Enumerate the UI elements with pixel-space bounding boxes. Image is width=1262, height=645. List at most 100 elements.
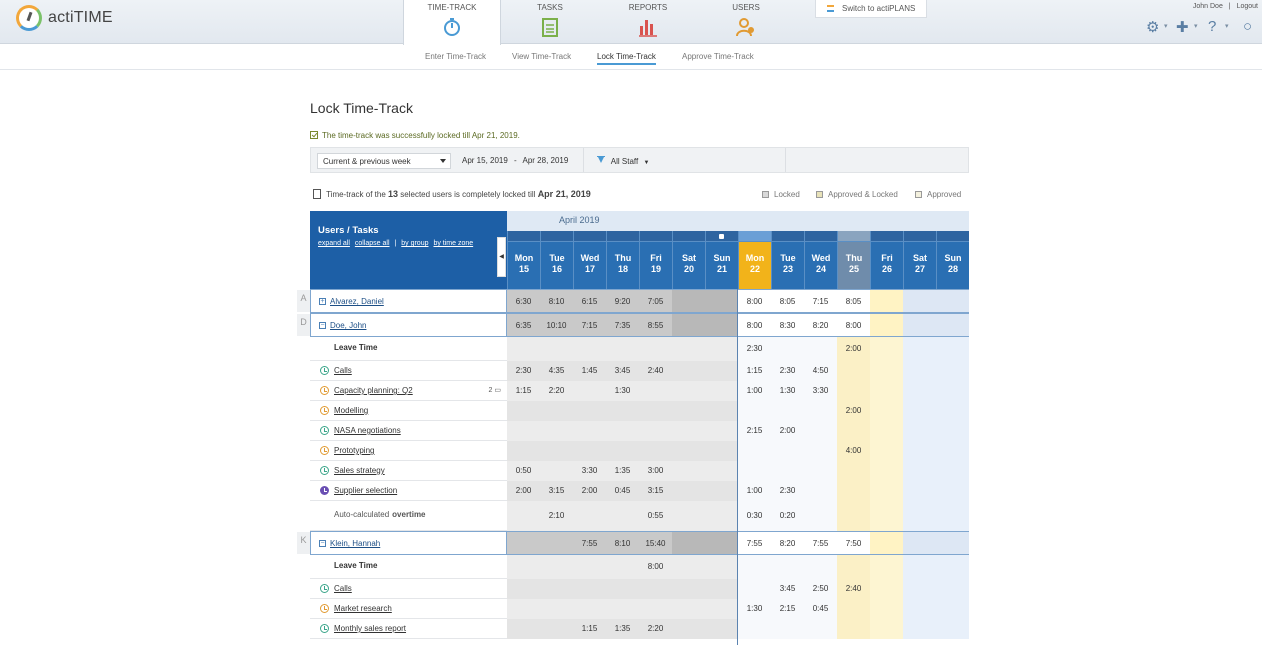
time-cell[interactable] — [837, 421, 870, 441]
time-cell[interactable] — [804, 555, 837, 579]
time-cell[interactable] — [837, 481, 870, 501]
day-header-cell[interactable]: Thu 25 — [837, 231, 870, 289]
time-cell[interactable]: 4:50 — [804, 361, 837, 381]
task-name-link[interactable]: Supplier selection — [334, 486, 398, 495]
time-cell[interactable] — [936, 337, 969, 361]
day-header-cell[interactable]: Mon 15 — [507, 231, 540, 289]
day-header-cell[interactable]: Wed 17 — [573, 231, 606, 289]
time-cell[interactable]: 2:50 — [804, 579, 837, 599]
time-cell[interactable] — [738, 401, 771, 421]
time-cell[interactable] — [771, 441, 804, 461]
subnav-lock-time-track[interactable]: Lock Time-Track — [597, 52, 656, 65]
time-cell[interactable]: 1:00 — [738, 381, 771, 401]
collapse-icon[interactable]: − — [319, 322, 326, 329]
time-cell[interactable] — [870, 361, 903, 381]
row-name-cell[interactable]: Capacity planning: Q2 2 ▭ — [310, 381, 507, 401]
time-cell[interactable]: 7:15 — [804, 290, 837, 312]
day-lock-strip[interactable] — [673, 231, 705, 242]
row-name-cell[interactable]: Market research — [310, 599, 507, 619]
task-name-link[interactable]: Capacity planning: Q2 — [334, 386, 413, 395]
time-cell[interactable]: 2:30 — [738, 337, 771, 361]
time-cell[interactable] — [936, 461, 969, 481]
time-cell[interactable] — [870, 599, 903, 619]
time-cell[interactable] — [903, 361, 936, 381]
time-cell[interactable] — [870, 381, 903, 401]
date-range[interactable]: Apr 15, 2019 - Apr 28, 2019 — [462, 156, 568, 165]
time-cell[interactable] — [837, 361, 870, 381]
time-cell[interactable]: 8:05 — [837, 290, 870, 312]
row-name-cell[interactable]: Monthly sales report — [310, 619, 507, 639]
lightbulb-icon[interactable]: ○ — [1243, 18, 1253, 35]
row-name-cell[interactable]: Prototyping — [310, 441, 507, 461]
time-cell[interactable] — [870, 290, 903, 312]
help-icon[interactable]: ? — [1208, 18, 1217, 35]
time-cell[interactable] — [870, 461, 903, 481]
day-header-cell[interactable]: Tue 16 — [540, 231, 573, 289]
subnav-approve-time-track[interactable]: Approve Time-Track — [682, 52, 754, 61]
time-cell[interactable]: 3:30 — [804, 381, 837, 401]
time-cell[interactable]: 2:30 — [771, 481, 804, 501]
day-lock-strip[interactable] — [739, 231, 771, 242]
time-cell[interactable] — [903, 381, 936, 401]
day-lock-strip[interactable] — [607, 231, 639, 242]
tab-tasks[interactable]: TASKS — [501, 0, 599, 44]
time-cell[interactable] — [837, 619, 870, 639]
previous-period-arrow[interactable]: ◀ — [497, 237, 506, 277]
time-cell[interactable] — [870, 441, 903, 461]
time-cell[interactable] — [903, 579, 936, 599]
tab-time-track[interactable]: TIME-TRACK — [403, 0, 501, 45]
by-time-zone-link[interactable]: by time zone — [433, 240, 474, 247]
time-cell[interactable] — [936, 481, 969, 501]
time-cell[interactable]: 3:45 — [771, 579, 804, 599]
user-name-link[interactable]: Alvarez, Daniel — [330, 297, 384, 306]
expand-icon[interactable]: + — [319, 298, 326, 305]
time-cell[interactable]: 1:30 — [771, 381, 804, 401]
day-header-cell[interactable]: Sun 28 — [936, 231, 969, 289]
time-cell[interactable] — [804, 401, 837, 421]
time-cell[interactable] — [936, 314, 969, 336]
time-cell[interactable]: 1:00 — [738, 481, 771, 501]
time-cell[interactable] — [936, 421, 969, 441]
day-lock-strip[interactable] — [772, 231, 804, 242]
time-cell[interactable] — [903, 441, 936, 461]
time-cell[interactable] — [903, 532, 936, 554]
time-cell[interactable] — [936, 555, 969, 579]
time-cell[interactable]: 8:00 — [738, 290, 771, 312]
time-cell[interactable] — [903, 599, 936, 619]
time-cell[interactable] — [771, 555, 804, 579]
time-cell[interactable] — [936, 401, 969, 421]
time-cell[interactable] — [804, 461, 837, 481]
brand-name[interactable]: actiTIME — [48, 9, 113, 26]
time-cell[interactable] — [771, 461, 804, 481]
tab-users[interactable]: USERS — [697, 0, 795, 44]
task-name-link[interactable]: NASA negotiations — [334, 426, 401, 435]
date-from[interactable]: Apr 15, 2019 — [462, 156, 508, 165]
time-cell[interactable]: 2:40 — [837, 579, 870, 599]
time-cell[interactable] — [903, 337, 936, 361]
staff-filter[interactable]: All Staff ▼ — [597, 156, 649, 166]
time-cell[interactable] — [903, 555, 936, 579]
day-lock-strip[interactable] — [871, 231, 903, 242]
time-cell[interactable]: 7:55 — [804, 532, 837, 554]
task-name-link[interactable]: Prototyping — [334, 446, 375, 455]
time-cell[interactable] — [903, 314, 936, 336]
task-name-link[interactable]: Modelling — [334, 406, 369, 415]
day-header-cell[interactable]: Thu 18 — [606, 231, 639, 289]
day-lock-strip[interactable] — [541, 231, 573, 242]
time-cell[interactable] — [903, 290, 936, 312]
time-cell[interactable]: 0:45 — [804, 599, 837, 619]
time-cell[interactable]: 8:20 — [804, 314, 837, 336]
time-cell[interactable] — [804, 501, 837, 531]
actitime-logo-icon[interactable] — [16, 5, 42, 31]
time-cell[interactable] — [771, 619, 804, 639]
day-header-cell[interactable]: Sat 27 — [903, 231, 936, 289]
task-name-link[interactable]: Sales strategy — [334, 466, 385, 475]
time-cell[interactable] — [936, 579, 969, 599]
chevron-down-icon[interactable]: ▾ — [1225, 23, 1229, 30]
task-name-link[interactable]: Market research — [334, 604, 392, 613]
time-cell[interactable] — [804, 337, 837, 361]
time-cell[interactable] — [903, 619, 936, 639]
time-cell[interactable]: 7:50 — [837, 532, 870, 554]
task-name-link[interactable]: Calls — [334, 366, 352, 375]
time-cell[interactable] — [870, 555, 903, 579]
